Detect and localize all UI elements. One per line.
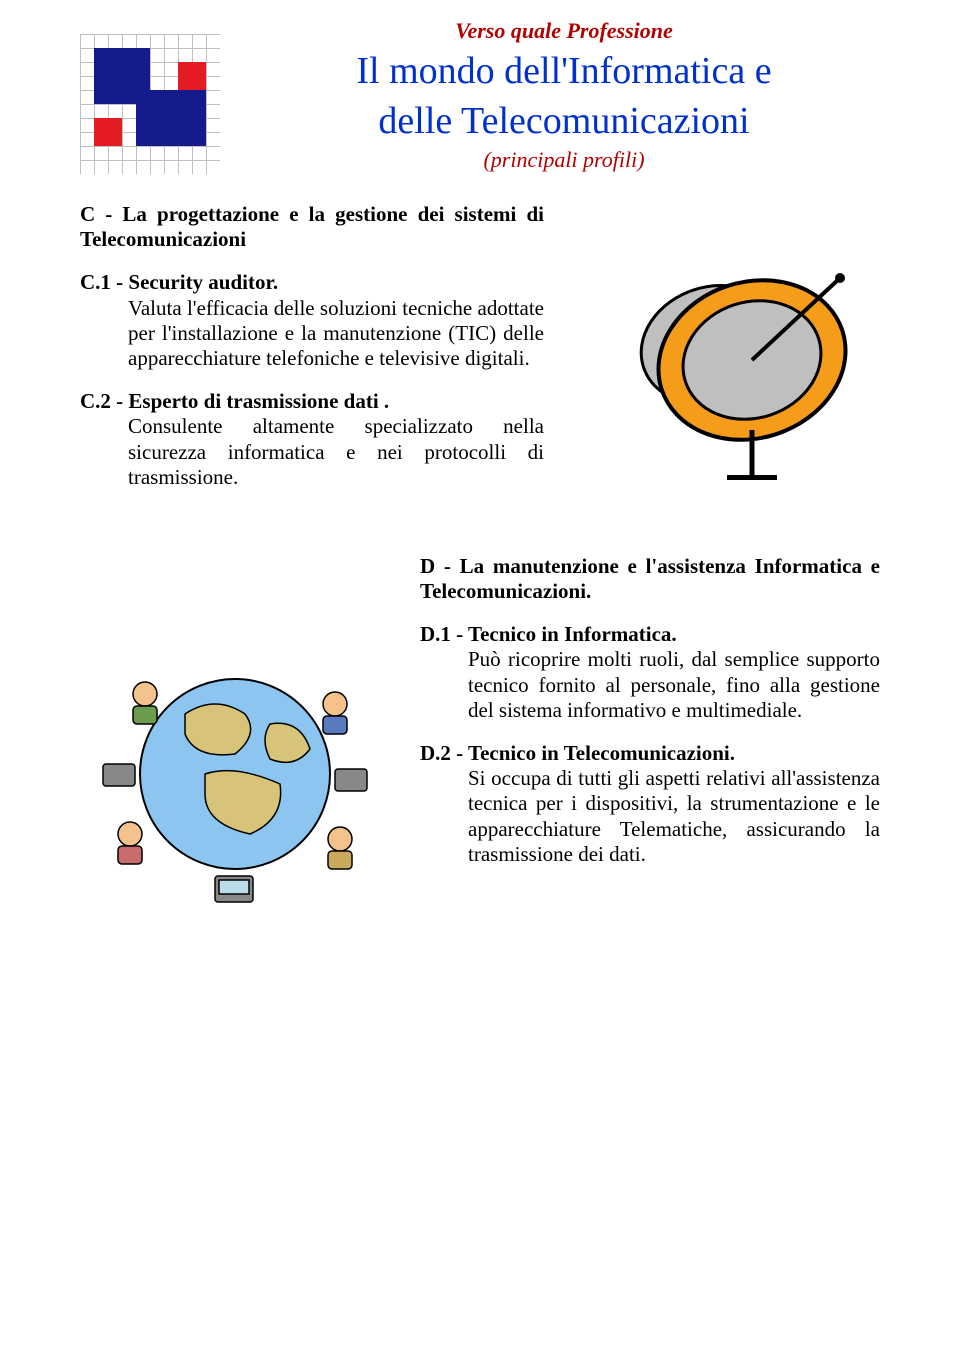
header-subtitle: Verso quale Professione bbox=[248, 18, 880, 44]
header-title-line2: delle Telecomunicazioni bbox=[248, 100, 880, 144]
c2-body: Consulente altamente specializzato nella… bbox=[128, 414, 544, 488]
section-d: D - La manutenzione e l'assistenza Infor… bbox=[80, 554, 880, 924]
section-c: C - La progettazione e la gestione dei s… bbox=[80, 202, 880, 508]
globe-icon bbox=[85, 624, 385, 924]
d1-body: Può ricoprire molti ruoli, dal semplice … bbox=[468, 647, 880, 721]
section-d-heading: D - La manutenzione e l'assistenza Infor… bbox=[420, 554, 880, 603]
section-c-heading: C - La progettazione e la gestione dei s… bbox=[80, 202, 544, 251]
site-logo bbox=[80, 34, 220, 174]
c1-heading: C.1 - Security auditor. bbox=[80, 270, 278, 294]
d2-heading: D.2 - Tecnico in Telecomunicazioni. bbox=[420, 741, 735, 765]
c1-body: Valuta l'efficacia delle soluzioni tecni… bbox=[128, 296, 544, 370]
globe-illustration bbox=[80, 624, 390, 924]
satellite-dish-icon bbox=[582, 230, 872, 480]
page-header: Verso quale Professione Il mondo dell'In… bbox=[80, 18, 880, 174]
satellite-dish-illustration bbox=[574, 202, 880, 508]
d2-body: Si occupa di tutti gli aspetti relativi … bbox=[468, 766, 880, 866]
header-title-line1: Il mondo dell'Informatica e bbox=[248, 50, 880, 94]
section-c-text: C - La progettazione e la gestione dei s… bbox=[80, 202, 544, 508]
d1-heading: D.1 - Tecnico in Informatica. bbox=[420, 622, 677, 646]
section-d-text: D - La manutenzione e l'assistenza Infor… bbox=[420, 554, 880, 885]
header-paren: (principali profili) bbox=[248, 147, 880, 173]
c2-heading: C.2 - Esperto di trasmissione dati . bbox=[80, 389, 389, 413]
